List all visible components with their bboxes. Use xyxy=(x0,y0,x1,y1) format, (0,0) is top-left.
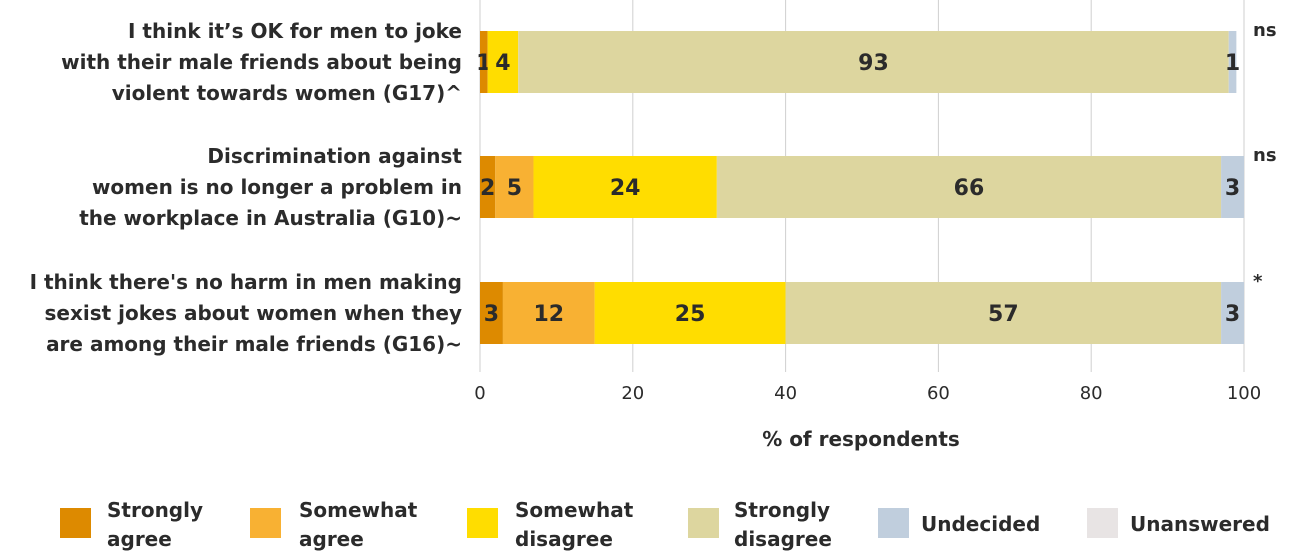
category-label: I think there's no harm in men making xyxy=(30,270,462,294)
x-tick-label: 40 xyxy=(774,383,797,404)
legend-label: Somewhat xyxy=(299,498,418,522)
category-label: violent towards women (G17)^ xyxy=(112,81,462,105)
bar-segment xyxy=(533,156,717,218)
legend-label: agree xyxy=(107,527,172,551)
legend-swatch xyxy=(467,508,498,538)
legend-swatch xyxy=(1087,508,1118,538)
category-label: Discrimination against xyxy=(207,144,462,168)
x-tick-label: 20 xyxy=(621,383,644,404)
bar-segment xyxy=(785,282,1222,344)
bar-segment xyxy=(480,156,496,218)
x-tick-label: 60 xyxy=(927,383,950,404)
bar-segment xyxy=(1221,156,1244,218)
data-label: 3 xyxy=(1225,176,1240,201)
significance-marker: * xyxy=(1253,271,1263,292)
legend-label: agree xyxy=(299,527,364,551)
category-label: with their male friends about being xyxy=(61,50,462,74)
legend-label: Strongly xyxy=(107,498,203,522)
bar-segment xyxy=(480,31,488,93)
x-tick-label: 0 xyxy=(474,383,485,404)
bar-segment xyxy=(716,156,1222,218)
data-label: 3 xyxy=(1225,302,1240,327)
category-label: sexist jokes about women when they xyxy=(45,301,462,325)
data-label: 4 xyxy=(495,51,510,76)
data-label: 3 xyxy=(484,302,499,327)
significance-marker: ns xyxy=(1253,145,1277,166)
category-label: women is no longer a problem in xyxy=(92,175,462,199)
data-label: 66 xyxy=(954,176,985,201)
legend-label: Strongly xyxy=(734,498,830,522)
bar-segment xyxy=(487,31,519,93)
legend: Strongly agree Somewhat agree Somewhat disagr… xyxy=(60,498,1270,551)
data-label: 93 xyxy=(858,51,889,76)
data-label: 5 xyxy=(507,176,522,201)
data-label: 1 xyxy=(1225,51,1240,76)
category-label: I think it’s OK for men to joke xyxy=(128,19,462,43)
x-tick-label: 100 xyxy=(1227,383,1261,404)
bar-segment xyxy=(502,282,595,344)
bars: 1 4 93 12 5 24 66 33 12 25 57 3 xyxy=(476,31,1244,344)
legend-label: Unanswered xyxy=(1130,512,1270,536)
data-label: 12 xyxy=(533,302,564,327)
significance-markers: ns ns * xyxy=(1253,20,1277,292)
legend-swatch xyxy=(878,508,909,538)
legend-label: Undecided xyxy=(921,512,1040,536)
legend-swatch xyxy=(250,508,281,538)
x-axis-title: % of respondents xyxy=(762,427,960,451)
data-label: 57 xyxy=(988,302,1019,327)
x-tick-label: 80 xyxy=(1080,383,1103,404)
bar-segment xyxy=(1221,282,1244,344)
bar-segment xyxy=(1228,31,1237,93)
data-label: 25 xyxy=(675,302,706,327)
category-label: are among their male friends (G16)~ xyxy=(46,332,462,356)
legend-label: disagree xyxy=(515,527,613,551)
bar-segment xyxy=(495,156,534,218)
x-axis-ticks: 0 20 40 60 80 100 xyxy=(474,383,1261,404)
data-label: 2 xyxy=(480,176,495,201)
legend-label: Somewhat xyxy=(515,498,634,522)
legend-swatch xyxy=(688,508,719,538)
category-labels: I think it’s OK for men to joke with thei… xyxy=(30,19,463,356)
significance-marker: ns xyxy=(1253,20,1277,41)
bar-segment xyxy=(518,31,1229,93)
data-label: 24 xyxy=(610,176,641,201)
category-label: the workplace in Australia (G10)~ xyxy=(79,206,462,230)
bar-segment xyxy=(594,282,786,344)
legend-label: disagree xyxy=(734,527,832,551)
bar-segment xyxy=(480,282,503,344)
legend-swatch xyxy=(60,508,91,538)
